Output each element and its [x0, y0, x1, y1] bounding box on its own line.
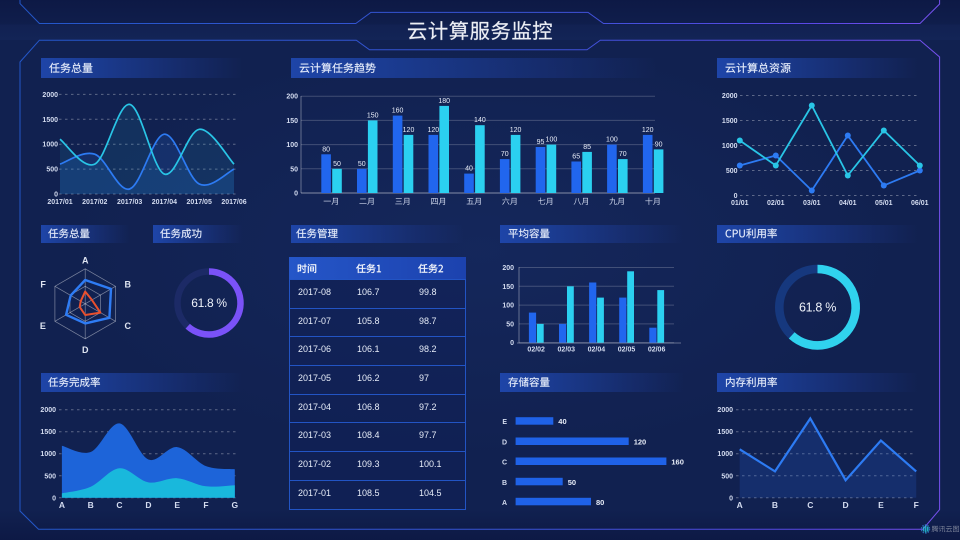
svg-text:C: C [116, 500, 122, 510]
svg-text:01/01: 01/01 [731, 200, 749, 207]
svg-text:2017/04: 2017/04 [152, 199, 177, 206]
svg-text:0: 0 [54, 192, 58, 199]
svg-text:02/06: 02/06 [648, 347, 666, 354]
svg-text:80: 80 [322, 146, 330, 153]
svg-text:50: 50 [358, 161, 366, 168]
svg-text:E: E [40, 321, 46, 331]
svg-text:1000: 1000 [42, 142, 58, 149]
svg-text:C: C [807, 500, 813, 510]
svg-text:500: 500 [726, 168, 738, 175]
svg-text:E: E [502, 419, 507, 426]
svg-text:1500: 1500 [40, 429, 56, 436]
svg-text:C: C [125, 321, 132, 331]
svg-text:A: A [502, 500, 507, 507]
svg-text:2017/03: 2017/03 [117, 199, 142, 206]
svg-text:65: 65 [572, 154, 580, 161]
svg-text:120: 120 [403, 127, 415, 134]
svg-text:70: 70 [501, 151, 509, 158]
svg-text:200: 200 [502, 265, 514, 272]
svg-text:500: 500 [721, 473, 733, 480]
svg-text:1000: 1000 [722, 143, 738, 150]
svg-text:50: 50 [333, 161, 341, 168]
svg-text:B: B [772, 500, 778, 510]
svg-text:03/01: 03/01 [803, 200, 821, 207]
svg-text:100: 100 [286, 142, 298, 149]
svg-text:1500: 1500 [722, 118, 738, 125]
svg-text:500: 500 [46, 167, 58, 174]
svg-text:2000: 2000 [42, 92, 58, 99]
svg-text:1500: 1500 [717, 429, 733, 436]
svg-text:2017/05: 2017/05 [187, 199, 212, 206]
svg-text:1000: 1000 [40, 451, 56, 458]
svg-text:0: 0 [510, 340, 514, 347]
svg-text:180: 180 [438, 98, 450, 105]
svg-text:140: 140 [474, 117, 486, 124]
svg-text:F: F [203, 500, 208, 510]
svg-text:80: 80 [596, 498, 604, 507]
svg-text:2017/01: 2017/01 [47, 199, 72, 206]
svg-text:160: 160 [671, 458, 684, 467]
svg-text:90: 90 [655, 141, 663, 148]
svg-text:F: F [914, 500, 919, 510]
svg-text:D: D [145, 500, 151, 510]
svg-text:D: D [82, 345, 89, 355]
svg-text:120: 120 [510, 127, 522, 134]
svg-text:06/01: 06/01 [911, 200, 929, 207]
svg-text:100: 100 [502, 303, 514, 310]
svg-text:02/05: 02/05 [618, 347, 636, 354]
svg-text:A: A [737, 500, 743, 510]
svg-text:B: B [125, 279, 132, 289]
svg-text:40: 40 [465, 166, 473, 173]
svg-text:40: 40 [558, 417, 566, 426]
svg-text:100: 100 [606, 137, 618, 144]
svg-text:02/03: 02/03 [558, 347, 576, 354]
svg-text:150: 150 [367, 112, 379, 119]
svg-text:02/01: 02/01 [767, 200, 785, 207]
svg-text:70: 70 [619, 151, 627, 158]
svg-text:E: E [174, 500, 180, 510]
svg-text:2000: 2000 [717, 407, 733, 414]
svg-text:F: F [40, 279, 46, 289]
svg-text:100: 100 [546, 137, 558, 144]
svg-text:0: 0 [294, 191, 298, 198]
svg-text:A: A [82, 255, 89, 265]
svg-text:02/04: 02/04 [588, 347, 606, 354]
svg-text:2000: 2000 [40, 407, 56, 414]
svg-text:160: 160 [392, 108, 404, 115]
svg-text:500: 500 [44, 473, 56, 480]
svg-text:50: 50 [568, 478, 576, 487]
svg-text:A: A [59, 500, 65, 510]
svg-text:2000: 2000 [722, 93, 738, 100]
svg-text:G: G [231, 500, 238, 510]
svg-text:61.8 %: 61.8 % [191, 296, 227, 310]
svg-text:1500: 1500 [42, 117, 58, 124]
svg-text:0: 0 [734, 193, 738, 200]
svg-text:05/01: 05/01 [875, 200, 893, 207]
svg-text:120: 120 [427, 127, 439, 134]
svg-text:0: 0 [729, 495, 733, 502]
svg-text:150: 150 [502, 284, 514, 291]
svg-text:D: D [502, 440, 507, 447]
svg-text:B: B [88, 500, 94, 510]
svg-text:2017/02: 2017/02 [82, 199, 107, 206]
svg-text:02/02: 02/02 [527, 347, 545, 354]
svg-text:200: 200 [286, 94, 298, 101]
svg-text:95: 95 [537, 139, 545, 146]
svg-text:85: 85 [583, 144, 591, 151]
svg-text:C: C [502, 460, 507, 467]
svg-text:D: D [843, 500, 849, 510]
svg-text:50: 50 [506, 321, 514, 328]
svg-text:B: B [502, 480, 507, 487]
svg-text:E: E [878, 500, 884, 510]
svg-text:150: 150 [286, 118, 298, 125]
svg-text:120: 120 [634, 438, 647, 447]
svg-text:0: 0 [52, 495, 56, 502]
svg-text:50: 50 [290, 166, 298, 173]
svg-text:120: 120 [642, 127, 654, 134]
svg-text:04/01: 04/01 [839, 200, 857, 207]
svg-text:2017/06: 2017/06 [221, 199, 246, 206]
svg-text:1000: 1000 [717, 451, 733, 458]
svg-text:61.8 %: 61.8 % [799, 301, 836, 315]
